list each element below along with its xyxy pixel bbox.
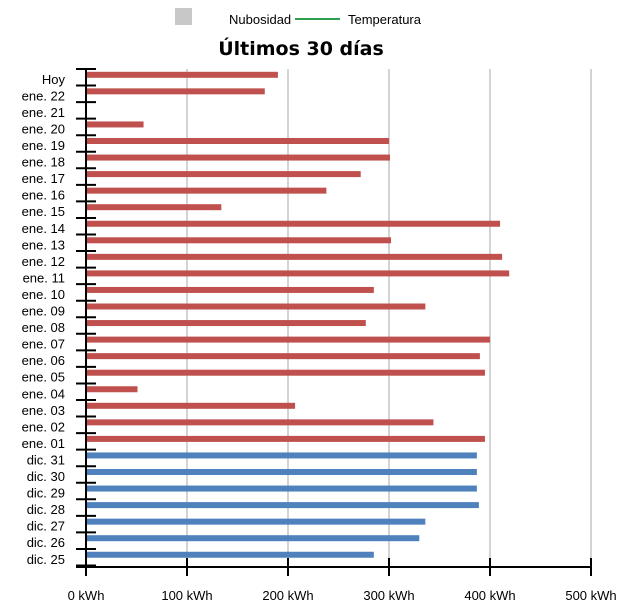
x-tick-label: 0 kWh [68,588,105,603]
bar [86,369,485,376]
y-tick-label: ene. 05 [22,370,65,385]
y-tick-label: ene. 06 [22,353,65,368]
y-tick-label: Hoy [42,72,66,87]
bar [86,237,392,244]
y-tick-label: ene. 12 [22,254,65,269]
bar [86,435,485,442]
x-tick-label: 300 kWh [363,588,414,603]
bar [86,154,391,161]
y-tick-label: ene. 14 [22,221,65,236]
y-tick-label: ene. 01 [22,436,65,451]
y-tick-label: ene. 15 [22,204,65,219]
bar [86,535,420,542]
y-tick-label: dic. 29 [27,486,65,501]
bar [86,253,503,260]
bar [86,270,510,277]
bar [86,171,361,178]
y-tick-label: dic. 27 [27,519,65,534]
y-tick-label: ene. 11 [23,270,65,285]
legend-swatch-nubosidad [175,8,192,25]
bar [86,286,374,293]
y-tick-label: ene. 20 [22,121,65,136]
bar [86,551,374,558]
y-tick-label: ene. 19 [22,138,65,153]
bar [86,419,434,426]
legend: Nubosidad Temperatura [175,8,422,27]
bar [86,220,501,227]
bars [86,71,510,558]
y-tick-label: ene. 09 [22,304,65,319]
y-tick-label: ene. 03 [22,403,65,418]
y-tick-label: ene. 13 [22,237,65,252]
bar [86,452,477,459]
y-tick-label: ene. 04 [22,386,65,401]
y-tick-label: ene. 08 [22,320,65,335]
gridlines [186,69,592,567]
x-tick-label: 500 kWh [565,588,616,603]
y-tick-label: ene. 21 [22,105,65,120]
y-tick-label: ene. 18 [22,155,65,170]
y-tick-label: ene. 10 [22,287,65,302]
chart-title: Últimos 30 días [218,36,384,60]
x-tick-label: 400 kWh [464,588,515,603]
legend-label-temperatura: Temperatura [348,12,422,27]
bar [86,353,480,360]
bar [86,518,426,525]
bar [86,71,278,78]
y-tick-label: ene. 16 [22,188,65,203]
x-tick-label: 200 kWh [262,588,313,603]
x-tick-label: 100 kWh [161,588,212,603]
bar [86,88,265,95]
bar [86,138,389,144]
y-tick-label: dic. 30 [27,469,65,484]
y-tick-label: ene. 22 [22,88,65,103]
bar [86,485,477,492]
bar [86,320,366,327]
y-tick-label: dic. 25 [27,552,65,567]
y-tick-label: ene. 17 [22,171,65,186]
y-tick-label: ene. 02 [22,419,65,434]
y-tick-label: dic. 31 [27,452,65,467]
bar [86,187,327,194]
bar [86,386,138,393]
y-tick-label: dic. 26 [27,535,65,550]
bar [86,402,296,409]
bar [86,121,144,128]
bar [86,303,426,310]
bar [86,336,490,343]
bar [86,469,477,475]
legend-label-nubosidad: Nubosidad [229,12,291,27]
x-axis: 0 kWh 100 kWh 200 kWh 300 kWh 400 kWh 500 kWh [68,558,617,603]
bar [86,502,479,509]
y-tick-label: dic. 28 [27,502,65,517]
bar [86,204,222,211]
y-tick-label: ene. 07 [22,337,65,352]
